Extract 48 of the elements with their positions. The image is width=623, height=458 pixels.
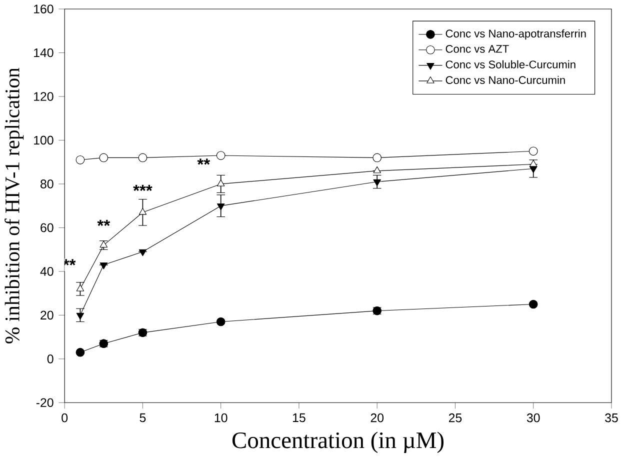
x-tick-label: 30 xyxy=(526,414,540,422)
point xyxy=(216,318,226,326)
point xyxy=(100,240,108,248)
x-tick-label: 10 xyxy=(214,414,228,422)
point xyxy=(529,166,538,174)
annotation: ** xyxy=(97,220,110,226)
legend-label: Conc vs Nano-Curcumin xyxy=(446,76,565,84)
x-axis-title: Concentration (in µM) xyxy=(232,432,444,454)
point xyxy=(373,166,381,174)
point xyxy=(372,154,382,162)
y-tick-label: 160 xyxy=(34,4,54,14)
x-tick-label: 20 xyxy=(370,414,384,422)
point xyxy=(138,208,147,215)
point xyxy=(528,146,538,156)
point xyxy=(99,154,108,162)
point xyxy=(216,204,225,210)
x-tick-label: 15 xyxy=(293,414,306,422)
y-tick-label: 140 xyxy=(34,48,54,58)
y-tick-label: 80 xyxy=(40,180,54,189)
x-tick-label: 35 xyxy=(605,414,618,422)
annotation: *** xyxy=(133,185,152,192)
x-tick-label: 25 xyxy=(448,414,462,422)
point xyxy=(528,300,538,309)
y-tick-label: 120 xyxy=(34,92,54,102)
point xyxy=(76,313,84,320)
x-tick-label: 0 xyxy=(62,414,68,422)
y-tick-label: 0 xyxy=(47,354,54,364)
y-tick-label: 60 xyxy=(40,223,54,232)
point xyxy=(138,250,147,256)
y-tick-label: 40 xyxy=(40,267,54,276)
point xyxy=(76,156,85,165)
point xyxy=(138,154,148,162)
point xyxy=(100,262,108,270)
legend-label: Conc vs Nano-apotransferrin xyxy=(446,30,586,40)
y-tick-label: -20 xyxy=(36,398,54,408)
legend-label: Conc vs Soluble-Curcumin xyxy=(446,60,576,69)
point xyxy=(216,180,225,187)
y-tick-label: 100 xyxy=(34,136,54,145)
annotation: ** xyxy=(197,158,210,165)
point xyxy=(76,284,84,292)
y-tick-label: 20 xyxy=(40,310,54,320)
point xyxy=(529,160,538,167)
point xyxy=(216,151,226,160)
point xyxy=(373,180,381,186)
point xyxy=(76,348,85,357)
y-axis-title: % inhibition of HIV-1 replication xyxy=(4,68,24,344)
legend-label: Conc vs AZT xyxy=(446,45,509,53)
x-tick-label: 5 xyxy=(140,414,146,422)
